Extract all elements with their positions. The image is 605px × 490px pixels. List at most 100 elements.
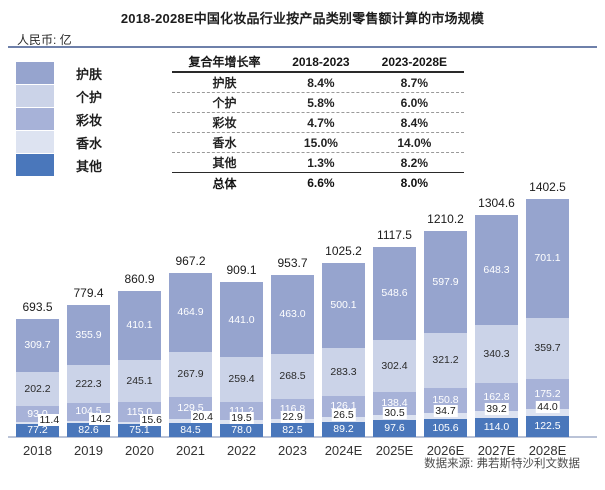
segment-value-label-perfume: 39.2 bbox=[484, 402, 509, 415]
bar-segment-personal-care: 359.7 bbox=[526, 317, 569, 379]
table-row: 总体 6.6% 8.0% bbox=[172, 173, 464, 193]
segment-value-label-perfume: 15.6 bbox=[139, 413, 164, 426]
legend-item-skincare: 护肤 bbox=[16, 62, 102, 84]
table-cell: 15.0% bbox=[303, 135, 338, 150]
x-axis-label: 2027E bbox=[477, 443, 516, 458]
bar-segment-other: 78.0 bbox=[220, 423, 263, 437]
x-axis-label: 2020 bbox=[125, 443, 154, 458]
segment-value-label: 162.8 bbox=[483, 390, 510, 403]
segment-value-label-perfume: 30.5 bbox=[382, 407, 407, 420]
x-axis-label: 2022 bbox=[227, 443, 256, 458]
segment-value-label: 259.4 bbox=[228, 373, 255, 386]
table-cell: 8.0% bbox=[400, 176, 429, 190]
bar-total-label: 1304.6 bbox=[478, 196, 515, 211]
cagr-table-header-cell: 复合年增长率 bbox=[188, 55, 261, 69]
x-axis-label: 2028E bbox=[528, 443, 567, 458]
segment-value-label: 267.9 bbox=[177, 368, 204, 381]
x-axis-label: 2021 bbox=[176, 443, 205, 458]
bar-segment-other: 105.6 bbox=[424, 419, 467, 437]
segment-value-label-perfume: 11.4 bbox=[37, 413, 62, 426]
legend-swatch-other bbox=[16, 154, 54, 176]
x-axis-label: 2019 bbox=[74, 443, 103, 458]
table-cell: 5.8% bbox=[307, 95, 335, 110]
segment-value-label: 126.1 bbox=[330, 400, 357, 413]
segment-value-label: 105.6 bbox=[432, 421, 459, 434]
bar-segment-skincare: 355.9 bbox=[67, 304, 110, 365]
segment-value-label: 104.5 bbox=[75, 405, 102, 418]
chart-title: 2018-2028E中国化妆品行业按产品类别零售额计算的市场规模 bbox=[120, 11, 485, 26]
legend-swatch-skincare bbox=[16, 62, 54, 84]
legend-item-other: 其他 bbox=[16, 154, 102, 176]
table-cell: 8.7% bbox=[400, 75, 429, 90]
bar-segment-other: 122.5 bbox=[526, 416, 569, 437]
bar-total-label: 1210.2 bbox=[427, 212, 464, 227]
segment-value-label-perfume: 26.5 bbox=[331, 409, 356, 422]
legend-label: 香水 bbox=[76, 135, 103, 151]
table-cell: 其他 bbox=[212, 156, 237, 170]
legend-swatch-personal-care bbox=[16, 85, 54, 107]
bar-total-label: 779.4 bbox=[73, 285, 104, 300]
segment-value-label: 202.2 bbox=[24, 382, 51, 395]
bar-segment-personal-care: 302.4 bbox=[373, 340, 416, 392]
table-cell: 14.0% bbox=[397, 135, 432, 150]
table-cell: 8.4% bbox=[307, 75, 335, 90]
table-cell: 6.6% bbox=[307, 176, 335, 190]
segment-value-label: 114.0 bbox=[483, 421, 510, 434]
legend-item-personal-care: 个护 bbox=[16, 85, 102, 107]
segment-value-label: 222.3 bbox=[75, 377, 102, 390]
bar-total-label: 1402.5 bbox=[529, 179, 566, 194]
legend-swatch-perfume bbox=[16, 131, 54, 153]
bar-segment-skincare: 548.6 bbox=[373, 247, 416, 341]
segment-value-label: 93.0 bbox=[27, 409, 47, 420]
segment-value-label-perfume: 34.7 bbox=[433, 405, 458, 418]
bar-total-label: 1025.2 bbox=[325, 243, 362, 258]
bar-segment-other: 77.2 bbox=[16, 423, 59, 437]
legend-label: 个护 bbox=[76, 89, 103, 105]
bar-segment-skincare: 464.9 bbox=[169, 272, 212, 352]
segment-value-label: 410.1 bbox=[126, 319, 153, 332]
bar-segment-skincare: 410.1 bbox=[118, 290, 161, 361]
table-cell: 个护 bbox=[212, 96, 237, 110]
table-cell: 8.4% bbox=[400, 115, 429, 130]
bar-segment-other: 84.5 bbox=[169, 422, 212, 437]
segment-value-label: 648.3 bbox=[483, 264, 510, 277]
table-row: 其他 1.3% 8.2% bbox=[172, 153, 464, 173]
bar-segment-other: 89.2 bbox=[322, 421, 365, 437]
table-cell: 总体 bbox=[212, 176, 237, 191]
segment-value-label: 116.8 bbox=[279, 402, 306, 415]
segment-value-label: 355.9 bbox=[75, 328, 102, 341]
segment-value-label: 122.5 bbox=[534, 420, 561, 433]
bar-segment-personal-care: 267.9 bbox=[169, 351, 212, 398]
segment-value-label-perfume: 44.0 bbox=[535, 400, 560, 413]
segment-value-label: 82.5 bbox=[282, 423, 303, 436]
segment-value-label: 283.3 bbox=[330, 365, 357, 378]
bar-total-label: 1117.5 bbox=[377, 228, 412, 243]
segment-value-label: 82.6 bbox=[78, 423, 99, 436]
unit-label: 人民币: 亿 bbox=[17, 33, 72, 47]
bar-total-label: 693.5 bbox=[22, 300, 53, 315]
data-source-label: 数据来源: 弗若斯特沙利文数据 bbox=[424, 458, 580, 470]
bar-segment-skincare: 701.1 bbox=[526, 198, 569, 318]
segment-value-label: 97.6 bbox=[384, 422, 405, 435]
x-axis-label: 2023 bbox=[278, 443, 307, 458]
segment-value-label: 150.8 bbox=[432, 394, 459, 407]
bar-segment-skincare: 309.7 bbox=[16, 319, 59, 372]
segment-value-label: 268.5 bbox=[279, 370, 306, 383]
segment-value-label: 175.2 bbox=[534, 387, 561, 400]
segment-value-label: 84.5 bbox=[180, 423, 201, 436]
table-cell: 护肤 bbox=[212, 76, 237, 90]
legend-label: 其他 bbox=[76, 158, 103, 174]
bar-segment-skincare: 597.9 bbox=[424, 231, 467, 333]
bar-segment-other: 114.0 bbox=[475, 417, 518, 437]
segment-value-label: 245.1 bbox=[126, 374, 153, 387]
bar-segment-personal-care: 283.3 bbox=[322, 347, 365, 396]
segment-value-label-perfume: 20.4 bbox=[190, 411, 215, 424]
table-cell: 6.0% bbox=[400, 95, 429, 110]
segment-value-label: 302.4 bbox=[381, 359, 408, 372]
bar-segment-personal-care: 202.2 bbox=[16, 371, 59, 407]
bar-segment-personal-care: 222.3 bbox=[67, 365, 110, 403]
bar-segment-other: 75.1 bbox=[118, 424, 161, 437]
bar-segment-personal-care: 340.3 bbox=[475, 325, 518, 384]
segment-value-label: 129.5 bbox=[177, 401, 204, 414]
x-axis-label: 2025E bbox=[375, 443, 414, 458]
